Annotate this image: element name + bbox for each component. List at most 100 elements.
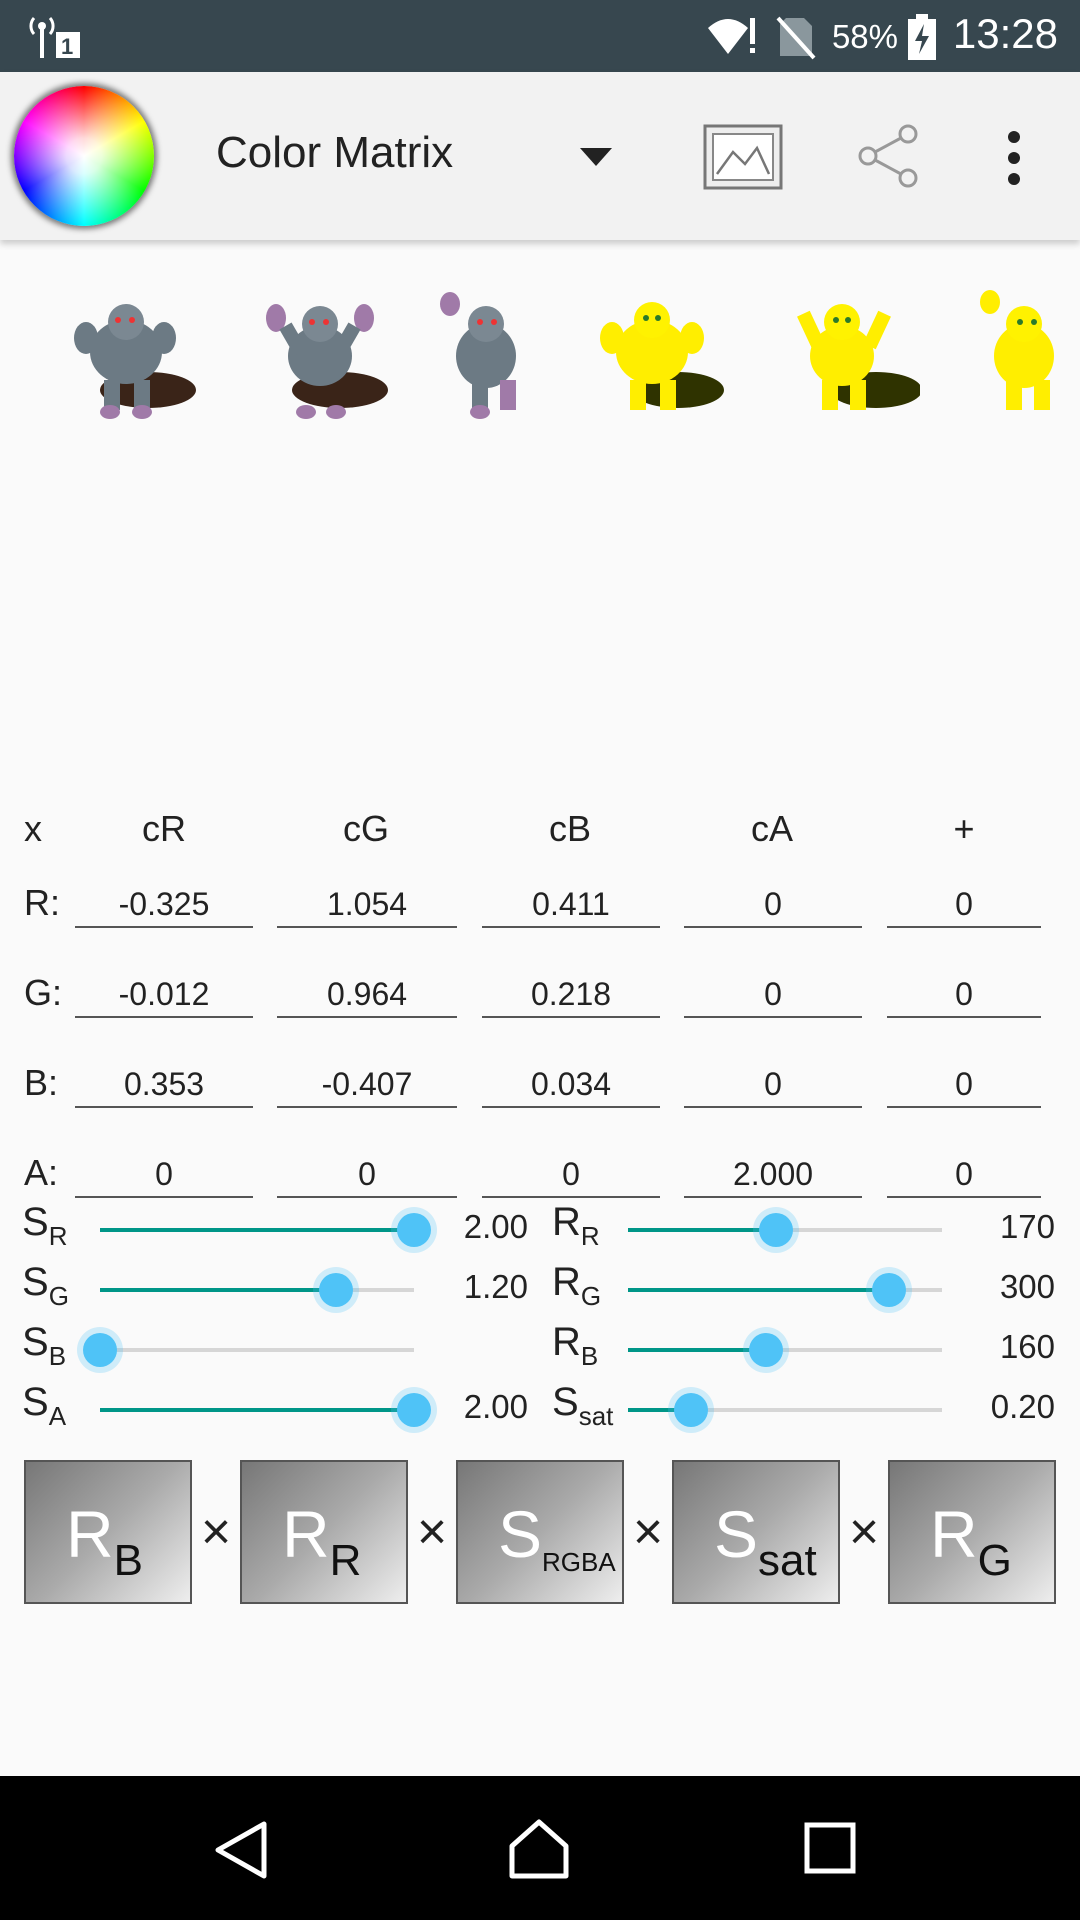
slider-track[interactable] (628, 1273, 942, 1307)
factor-subscript: RGBA (542, 1547, 616, 1577)
clock: 13:28 (952, 10, 1058, 57)
sim-slot-label: 1 (61, 34, 74, 59)
slider-label: SG (22, 1260, 69, 1311)
factor-label: SRGBA (498, 1497, 616, 1577)
slider-fill (628, 1228, 776, 1232)
slider-track[interactable] (628, 1333, 942, 1367)
factor-subscript: G (977, 1536, 1012, 1585)
wifi-icon (708, 18, 755, 54)
more-options-icon[interactable] (1004, 130, 1024, 186)
slider-thumb[interactable] (397, 1393, 431, 1427)
navigation-bar (0, 1776, 1080, 1920)
no-sim-icon (776, 16, 816, 60)
gray-ape-sprite (440, 292, 516, 419)
matrix-cell-input[interactable]: 0 (887, 1152, 1041, 1198)
matrix-cell-input[interactable]: 0 (277, 1152, 457, 1198)
slider-track[interactable] (100, 1393, 431, 1427)
toolbar: Color Matrix (0, 72, 1080, 240)
page-title[interactable]: Color Matrix (216, 128, 454, 177)
slider-fill (628, 1348, 767, 1352)
matrix-cell-input[interactable]: 0.034 (482, 1062, 660, 1108)
matrix-cell-input[interactable]: 0 (482, 1152, 660, 1198)
slider-thumb[interactable] (318, 1273, 353, 1307)
slider-value: 2.00 (463, 1208, 528, 1245)
multiply-sign: × (848, 1503, 880, 1561)
slider-label: RR (552, 1200, 600, 1251)
matrix-factor-button[interactable]: Ssat (672, 1460, 840, 1604)
matrix-cell-input[interactable]: 0 (887, 1062, 1041, 1108)
matrix-cell-input[interactable]: 0.411 (482, 882, 660, 928)
slider-thumb[interactable] (749, 1333, 784, 1367)
row-label: A: (24, 1152, 59, 1193)
slider-value: 160 (999, 1328, 1055, 1365)
slider-label: RG (552, 1260, 602, 1311)
matrix-cell-input[interactable]: 0.218 (482, 972, 660, 1018)
image-icon[interactable] (703, 124, 783, 190)
yellow-ape-sprite (797, 304, 920, 410)
matrix-cell-input[interactable]: -0.325 (75, 882, 253, 928)
status-bar: 1 58% 13:28 (0, 0, 1080, 72)
slider-value: 300 (999, 1268, 1055, 1305)
factor-subscript: B (113, 1536, 144, 1585)
multiply-sign: × (632, 1503, 664, 1561)
matrix-cell-input[interactable]: 0.964 (277, 972, 457, 1018)
row-label: R: (24, 882, 60, 923)
matrix-factor-button[interactable]: SRGBA (456, 1460, 624, 1604)
matrix-cell-input[interactable]: 0 (684, 972, 862, 1018)
matrix-cell-input[interactable]: 0 (887, 882, 1041, 928)
slider-fill (628, 1408, 691, 1412)
matrix-cell-input[interactable]: 1.054 (277, 882, 457, 928)
slider-label: SR (22, 1200, 68, 1251)
matrix-cell-input[interactable]: 0 (684, 882, 862, 928)
row-label: G: (24, 972, 63, 1013)
matrix-factor-button[interactable]: RB (24, 1460, 192, 1604)
slider-track[interactable] (628, 1393, 942, 1427)
factor-label: Ssat (714, 1497, 817, 1585)
slider-value: 1.20 (463, 1268, 528, 1305)
slider-track[interactable] (100, 1213, 431, 1247)
slider-thumb[interactable] (673, 1393, 708, 1427)
slider-fill (100, 1408, 414, 1412)
matrix-factor-button[interactable]: RR (240, 1460, 408, 1604)
slider-track[interactable] (100, 1273, 414, 1307)
slider-track[interactable] (83, 1333, 414, 1367)
factor-subscript: R (329, 1536, 362, 1585)
matrix-cell-input[interactable]: -0.407 (277, 1062, 457, 1108)
signal-icon (29, 17, 80, 58)
slider-thumb[interactable] (83, 1333, 117, 1367)
matrix-cell-input[interactable]: 0 (75, 1152, 253, 1198)
slider-fill (628, 1288, 889, 1292)
recents-icon[interactable] (804, 1822, 856, 1874)
dropdown-arrow-icon[interactable] (580, 148, 612, 168)
slider-label: SB (22, 1320, 67, 1371)
color-wheel-icon[interactable] (14, 86, 154, 226)
slider-fill (100, 1288, 336, 1292)
share-icon[interactable] (858, 124, 920, 188)
matrix-cell-input[interactable]: 2.000 (684, 1152, 862, 1198)
slider-thumb[interactable] (871, 1273, 906, 1307)
factor-label: RG (930, 1497, 1012, 1585)
slider-thumb[interactable] (397, 1213, 431, 1247)
battery-percent: 58% (831, 18, 898, 55)
multiply-sign: × (200, 1503, 232, 1561)
slider-label: SA (22, 1380, 67, 1431)
slider-track[interactable] (628, 1213, 942, 1247)
column-header: cA (750, 808, 793, 849)
matrix-cell-input[interactable]: 0 (887, 972, 1041, 1018)
back-icon[interactable] (212, 1820, 272, 1880)
gray-ape-sprite (266, 304, 388, 419)
slider-thumb[interactable] (758, 1213, 793, 1247)
column-header: cG (342, 808, 389, 849)
yellow-ape-sprite (600, 302, 724, 410)
home-icon[interactable] (506, 1816, 572, 1882)
matrix-cell-input[interactable]: 0.353 (75, 1062, 253, 1108)
slider-value: 2.00 (463, 1388, 528, 1425)
slider-label: RB (552, 1320, 599, 1371)
slider-label: Ssat (552, 1380, 614, 1431)
matrix-cell-input[interactable]: 0 (684, 1062, 862, 1108)
factor-label: RR (282, 1497, 362, 1585)
row-label: B: (24, 1062, 59, 1103)
matrix-cell-input[interactable]: -0.012 (75, 972, 253, 1018)
column-header: cR (142, 808, 186, 849)
matrix-factor-button[interactable]: RG (888, 1460, 1056, 1604)
